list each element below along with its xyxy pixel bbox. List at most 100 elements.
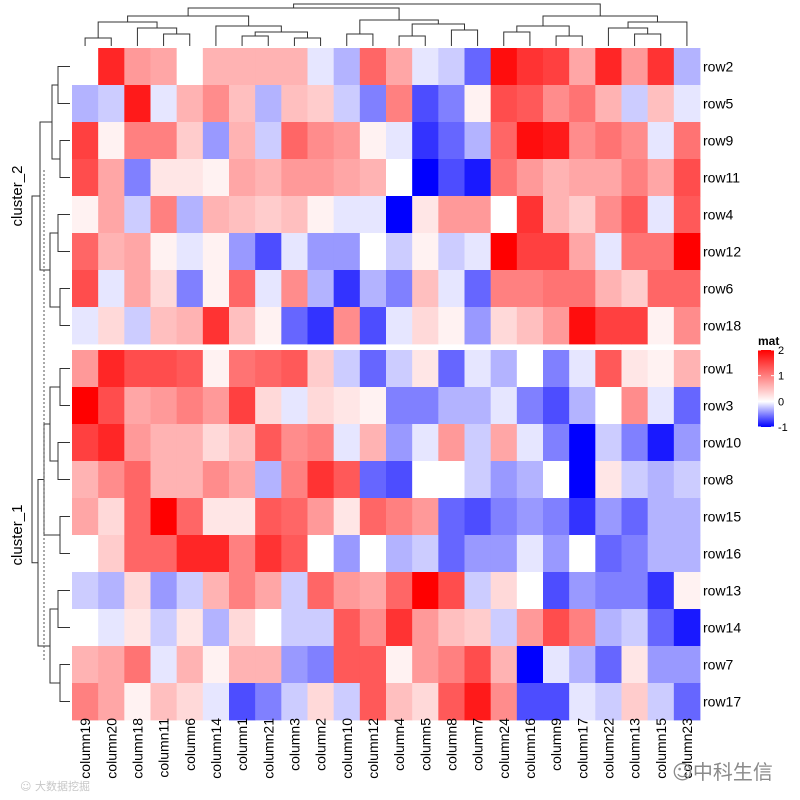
row-dendrogram-branch xyxy=(59,368,70,406)
heatmap-cell-row7-column9 xyxy=(543,646,570,684)
heatmap-cell-row9-column9 xyxy=(543,122,570,160)
heatmap-cell-row16-column2 xyxy=(307,535,335,573)
heatmap-cell-row14-column6 xyxy=(176,609,204,647)
heatmap-cell-row9-column23 xyxy=(673,122,701,160)
heatmap-cell-row13-column13 xyxy=(621,572,649,610)
heatmap-cell-row3-column2 xyxy=(307,387,335,425)
heatmap-cell-row2-column3 xyxy=(281,48,308,86)
heatmap-cell-row16-column19 xyxy=(72,535,99,573)
dendrogram-branch xyxy=(555,35,583,46)
heatmap-cell-row4-column5 xyxy=(412,196,439,234)
heatmap-cell-row8-column20 xyxy=(98,461,125,499)
column-label-column8: column8 xyxy=(443,718,459,771)
heatmap-cell-row1-column10 xyxy=(333,350,361,388)
heatmap-cell-row3-column12 xyxy=(359,387,387,425)
heatmap-cell-row13-column2 xyxy=(307,572,335,610)
heatmap-cell-row8-column17 xyxy=(569,461,596,499)
heatmap-cell-row14-column19 xyxy=(72,609,99,647)
row-label-row7: row7 xyxy=(703,657,734,673)
row-label-row11: row11 xyxy=(703,170,740,186)
row-dendrogram-branch xyxy=(57,214,70,252)
heatmap-cell-row5-column11 xyxy=(150,85,178,123)
heatmap-cell-row1-column15 xyxy=(647,350,675,388)
heatmap-cell-row18-column22 xyxy=(595,307,622,345)
heatmap-cell-row6-column6 xyxy=(176,270,204,308)
heatmap-cell-row6-column20 xyxy=(98,270,125,308)
heatmap-cell-row3-column11 xyxy=(150,387,178,425)
column-label-column3: column3 xyxy=(286,718,302,771)
heatmap-cell-row1-column21 xyxy=(255,350,282,388)
heatmap-cell-row10-column16 xyxy=(516,424,544,462)
heatmap-cell-row15-column9 xyxy=(543,498,570,536)
heatmap-cell-row6-column11 xyxy=(150,270,178,308)
heatmap-cell-row18-column20 xyxy=(98,307,125,345)
heatmap-cell-row14-column21 xyxy=(255,609,282,647)
heatmap-cell-row9-column3 xyxy=(281,122,308,160)
heatmap-cell-row5-column21 xyxy=(255,85,282,123)
heatmap-cell-row11-column12 xyxy=(359,159,387,197)
heatmap-cell-row9-column18 xyxy=(124,122,151,160)
heatmap-cell-row9-column13 xyxy=(621,122,649,160)
heatmap-cell-row4-column7 xyxy=(464,196,492,234)
heatmap-cell-row12-column4 xyxy=(386,233,413,271)
heatmap-cell-row5-column7 xyxy=(464,85,492,123)
heatmap-cell-row10-column3 xyxy=(281,424,308,462)
heatmap-cell-row15-column3 xyxy=(281,498,308,536)
heatmap-cell-row11-column1 xyxy=(229,159,256,197)
heatmap-cell-row11-column11 xyxy=(150,159,178,197)
heatmap-cell-row9-column15 xyxy=(647,122,675,160)
heatmap-cell-row13-column23 xyxy=(673,572,701,610)
heatmap-cell-row3-column7 xyxy=(464,387,492,425)
heatmap-cell-row10-column13 xyxy=(621,424,649,462)
heatmap-cell-row3-column23 xyxy=(673,387,701,425)
heatmap-cell-row1-column2 xyxy=(307,350,335,388)
heatmap-cell-row7-column1 xyxy=(229,646,256,684)
heatmap-cell-row12-column1 xyxy=(229,233,256,271)
heatmap-cell-row8-column6 xyxy=(176,461,204,499)
heatmap-cell-row16-column18 xyxy=(124,535,151,573)
heatmap-cell-row14-column15 xyxy=(647,609,675,647)
heatmap-cell-row10-column21 xyxy=(255,424,282,462)
heatmap-cell-row6-column22 xyxy=(595,270,622,308)
heatmap-cell-row13-column20 xyxy=(98,572,125,610)
heatmap-cell-row14-column1 xyxy=(229,609,256,647)
heatmap-cell-row3-column21 xyxy=(255,387,282,425)
heatmap-cell-row1-column11 xyxy=(150,350,178,388)
column-label-column11: column11 xyxy=(156,718,172,778)
heatmap-cell-row18-column24 xyxy=(490,307,518,345)
row-label-row2: row2 xyxy=(703,59,734,75)
heatmap-cell-row14-column20 xyxy=(98,609,125,647)
heatmap-cell-row15-column4 xyxy=(386,498,413,536)
heatmap-cell-row10-column22 xyxy=(595,424,622,462)
heatmap-cell-row2-column17 xyxy=(569,48,596,86)
heatmap-cell-row7-column14 xyxy=(202,646,230,684)
heatmap-cell-row17-column17 xyxy=(569,683,596,721)
heatmap-cell-row7-column4 xyxy=(386,646,413,684)
heatmap-cell-row17-column11 xyxy=(150,683,178,721)
heatmap-cell-row11-column16 xyxy=(516,159,544,197)
heatmap-cell-row12-column8 xyxy=(438,233,465,271)
heatmap-cell-row6-column10 xyxy=(333,270,361,308)
heatmap-cell-row8-column23 xyxy=(673,461,701,499)
heatmap-cell-row12-column23 xyxy=(673,233,701,271)
heatmap-cell-row16-column8 xyxy=(438,535,465,573)
heatmap-cell-row13-column3 xyxy=(281,572,308,610)
row-dendrogram-branch xyxy=(59,516,70,554)
heatmap-cell-row18-column11 xyxy=(150,307,178,345)
heatmap-cell-row7-column20 xyxy=(98,646,125,684)
heatmap-cell-row8-column7 xyxy=(464,461,492,499)
heatmap-cell-row9-column22 xyxy=(595,122,622,160)
heatmap-cell-row16-column12 xyxy=(359,535,387,573)
heatmap-cell-row6-column21 xyxy=(255,270,282,308)
heatmap-cell-row17-column6 xyxy=(176,683,204,721)
heatmap-cell-row4-column15 xyxy=(647,196,675,234)
dendrogram-branch xyxy=(241,35,269,46)
heatmap-cell-row6-column23 xyxy=(673,270,701,308)
heatmap-cell-row3-column1 xyxy=(229,387,256,425)
heatmap-cell-row15-column13 xyxy=(621,498,649,536)
heatmap-cell-row11-column6 xyxy=(176,159,204,197)
heatmap-cell-row15-column24 xyxy=(490,498,518,536)
heatmap-cell-row15-column19 xyxy=(72,498,99,536)
heatmap-cell-row16-column10 xyxy=(333,535,361,573)
heatmap-cell-row14-column10 xyxy=(333,609,361,647)
